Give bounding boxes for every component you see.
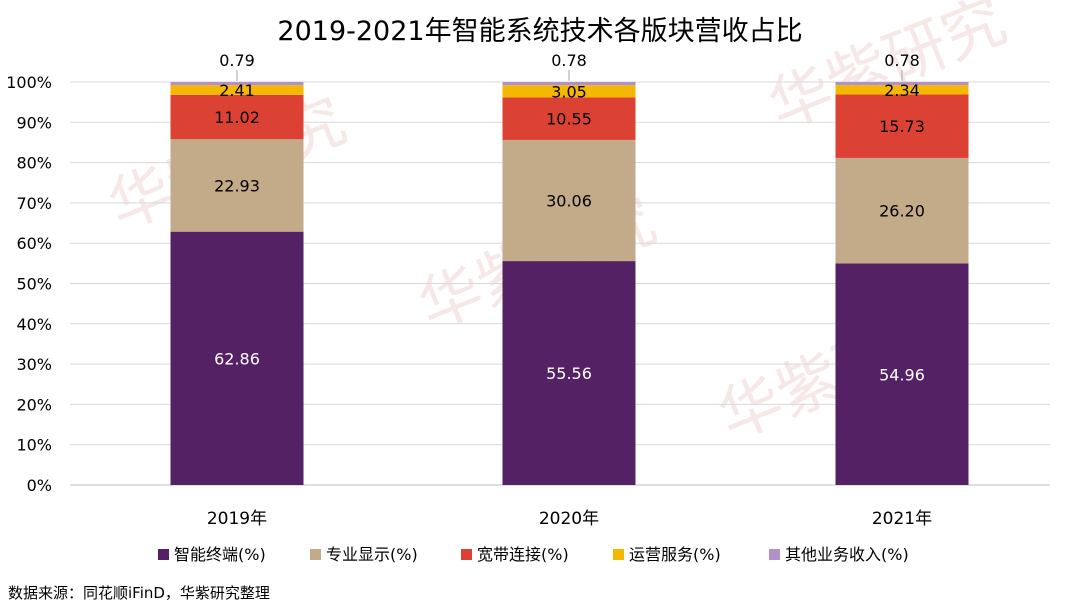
data-label: 30.06 bbox=[546, 192, 592, 211]
y-tick-label: 10% bbox=[16, 436, 52, 455]
legend-swatch bbox=[461, 549, 472, 560]
legend-entry: 其他业务收入(%) bbox=[785, 545, 909, 564]
y-tick-label: 30% bbox=[16, 355, 52, 374]
data-label: 15.73 bbox=[879, 117, 925, 136]
legend-swatch bbox=[310, 549, 321, 560]
legend-swatch bbox=[769, 549, 780, 560]
data-label: 55.56 bbox=[546, 364, 592, 383]
data-label: 2.41 bbox=[219, 81, 255, 100]
data-label: 10.55 bbox=[546, 110, 592, 129]
bar-segment bbox=[170, 231, 304, 485]
legend-swatch bbox=[613, 549, 624, 560]
bar-segment bbox=[502, 97, 636, 140]
chart-title: 2019-2021年智能系统技术各版块营收占比 bbox=[277, 16, 802, 47]
data-label: 62.86 bbox=[214, 349, 260, 368]
bar-segment bbox=[835, 94, 969, 158]
legend: 智能终端(%) 专业显示(%) 宽带连接(%) 运营服务(%) 其他业务收入(%) bbox=[158, 545, 909, 564]
x-category-label: 2019年 bbox=[207, 509, 267, 529]
y-tick-label: 40% bbox=[16, 315, 52, 334]
y-axis-ticks: 0% 10% 20% 30% 40% 50% 60% 70% 80% 90% 100% bbox=[6, 73, 52, 495]
bars bbox=[170, 81, 969, 485]
legend-entry: 专业显示(%) bbox=[326, 545, 418, 564]
data-label: 54.96 bbox=[879, 365, 925, 384]
y-tick-label: 50% bbox=[16, 275, 52, 294]
y-tick-label: 0% bbox=[27, 476, 52, 495]
y-tick-label: 80% bbox=[16, 154, 52, 173]
x-category-label: 2020年 bbox=[539, 509, 599, 529]
x-axis-categories: 2019年 2020年 2021年 bbox=[207, 509, 932, 529]
source-note: 数据来源：同花顺iFinD，华紫研究整理 bbox=[8, 584, 270, 602]
data-label: 3.05 bbox=[551, 82, 587, 101]
data-labels: 62.86 22.93 11.02 2.41 0.79 55.56 30.06 10.55 3.… bbox=[214, 51, 925, 384]
y-tick-label: 60% bbox=[16, 234, 52, 253]
bar-segment bbox=[502, 85, 636, 98]
y-tick-label: 20% bbox=[16, 395, 52, 414]
bar-segment bbox=[502, 139, 636, 262]
bar-segment bbox=[835, 85, 969, 95]
legend-swatch bbox=[158, 549, 169, 560]
y-tick-label: 70% bbox=[16, 194, 52, 213]
bar-segment bbox=[170, 94, 304, 140]
bar-segment bbox=[170, 81, 304, 86]
data-label: 22.93 bbox=[214, 176, 260, 195]
legend-entry: 宽带连接(%) bbox=[477, 545, 569, 564]
data-label: 11.02 bbox=[214, 108, 260, 127]
data-label: 0.79 bbox=[219, 51, 255, 70]
bar-segment bbox=[835, 81, 969, 86]
y-tick-label: 90% bbox=[16, 113, 52, 132]
data-label: 26.20 bbox=[879, 202, 925, 221]
legend-entry: 智能终端(%) bbox=[174, 545, 266, 564]
x-category-label: 2021年 bbox=[872, 509, 932, 529]
bar-segment bbox=[835, 157, 969, 264]
bar-segment bbox=[170, 139, 304, 232]
data-label: 2.34 bbox=[884, 81, 920, 100]
legend-entry: 运营服务(%) bbox=[629, 545, 721, 564]
y-tick-label: 100% bbox=[6, 73, 52, 92]
data-label: 0.78 bbox=[884, 51, 920, 70]
data-label: 0.78 bbox=[551, 51, 587, 70]
bar-segment bbox=[502, 82, 636, 86]
bar-segment bbox=[835, 263, 969, 485]
bar-segment bbox=[170, 85, 304, 95]
bar-segment bbox=[502, 261, 636, 485]
